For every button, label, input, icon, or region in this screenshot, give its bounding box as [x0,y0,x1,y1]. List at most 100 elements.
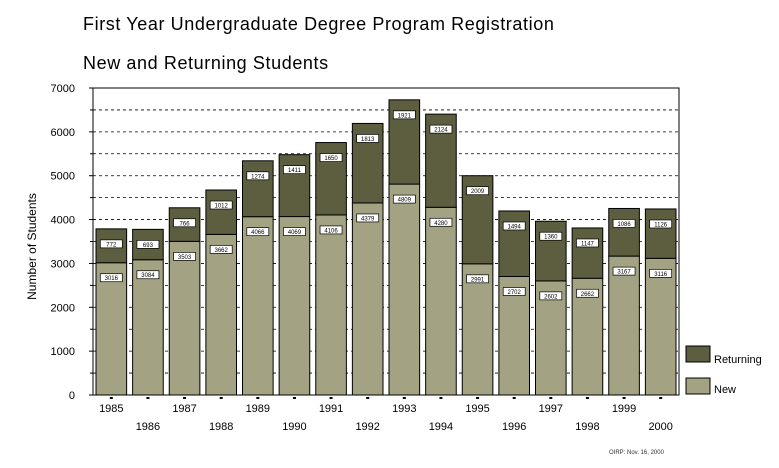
data-label-new: 2602 [544,294,558,300]
bar-returning [278,154,311,218]
y-axis-label: Number of Students [25,193,39,300]
legend-label-returning: Returning [714,354,762,366]
data-label-box-new [612,266,636,276]
data-label-returning: 1494 [508,224,522,230]
data-label-box-new [649,268,673,278]
x-tick-label: 1999 [612,403,636,415]
data-label-box-returning [392,110,416,120]
data-label-returning: 1921 [398,113,412,119]
data-label-new: 3167 [617,270,631,276]
y-tick-label: 2000 [51,302,75,314]
data-label-returning: 1086 [617,222,631,228]
legend-swatch-new [685,377,711,395]
data-label-box-new [173,252,196,261]
data-label-box-returning [209,200,233,210]
data-label-box-returning [466,186,489,196]
y-tick-label: 5000 [51,171,75,183]
data-label-box-new [392,194,416,204]
data-label-returning: 1360 [544,235,558,241]
x-tick-label: 1997 [539,403,563,415]
data-label-returning: 1012 [215,204,229,210]
bar-new [498,275,530,396]
x-tick-label: 1986 [136,421,160,433]
data-label-box-new [429,217,453,227]
data-label-box-returning [576,238,599,248]
data-label-new: 4066 [251,230,265,236]
x-tick-label: 1988 [209,421,233,433]
bar-returning [498,210,530,277]
data-label-box-new [136,270,160,280]
footnote: OIRP: Nov. 16, 2000 [609,450,664,456]
data-label-box-returning [429,124,453,134]
bar-new [644,257,677,396]
data-label-box-returning [649,219,673,229]
data-label-box-returning [246,171,270,181]
data-label-box-new [283,227,306,236]
x-tick-label: 1996 [502,421,526,433]
data-label-box-returning [356,134,380,143]
data-label-box-new [539,291,563,301]
data-label-new: 3662 [215,248,229,254]
data-label-new: 3084 [141,273,155,279]
bar-new [461,263,494,396]
data-label-box-new [356,213,380,223]
data-label-returning: 2009 [471,189,485,195]
data-label-box-returning [283,165,306,175]
data-label-new: 2991 [471,277,485,283]
bar-new [571,277,604,396]
data-label-box-new [502,287,526,296]
data-label-new: 2662 [581,292,595,298]
data-label-box-returning [319,153,343,162]
data-label-new: 2702 [508,290,522,296]
y-tick-label: 1000 [51,346,75,358]
data-label-returning: 1813 [361,137,375,143]
data-label-box-new [466,274,489,284]
bar-new [168,240,201,396]
x-tick-label: 1989 [246,403,270,415]
bar-new [351,202,384,396]
data-label-returning: 766 [180,221,191,227]
data-label-new: 4809 [398,198,412,204]
chart-subtitle: New and Returning Students [83,53,329,73]
bar-returning [571,227,604,279]
data-label-returning: 1126 [654,222,668,228]
y-tick-label: 3000 [51,258,75,270]
data-label-box-new [99,273,123,283]
data-label-returning: 693 [143,243,154,249]
data-label-returning: 1274 [251,174,265,180]
x-tick-label: 1993 [392,403,416,415]
legend-label-new: New [714,384,736,396]
x-tick-label: 1987 [172,403,196,415]
data-label-box-new [319,225,343,235]
chart-title: First Year Undergraduate Degree Program … [83,14,555,34]
data-label-box-returning [99,239,123,249]
data-label-box-returning [173,218,196,228]
data-label-returning: 1147 [581,241,595,247]
legend-swatch-returning [685,345,711,363]
x-tick-label: 1985 [99,403,123,415]
y-tick-label: 4000 [51,215,75,227]
data-label-box-new [209,245,233,254]
x-tick-label: 2000 [648,421,672,433]
x-tick-label: 1992 [355,421,379,433]
x-tick-label: 1994 [429,421,453,433]
x-tick-label: 1995 [465,403,489,415]
bar-returning [644,208,677,259]
y-tick-label: 6000 [51,127,75,139]
bar-new [95,262,128,396]
x-tick-label: 1991 [319,403,343,415]
bar-new [315,214,347,396]
data-label-returning: 1411 [288,168,302,174]
data-label-new: 4106 [324,228,338,234]
data-label-returning: 1650 [324,156,338,162]
bar-new [278,216,311,396]
bar-new [132,259,164,396]
data-label-box-returning [502,221,526,231]
data-label-box-new [246,227,270,237]
data-label-box-new [576,288,599,298]
data-label-new: 3116 [654,272,668,278]
bar-new [388,183,421,396]
bar-new [608,255,640,396]
data-label-box-returning [612,219,636,228]
